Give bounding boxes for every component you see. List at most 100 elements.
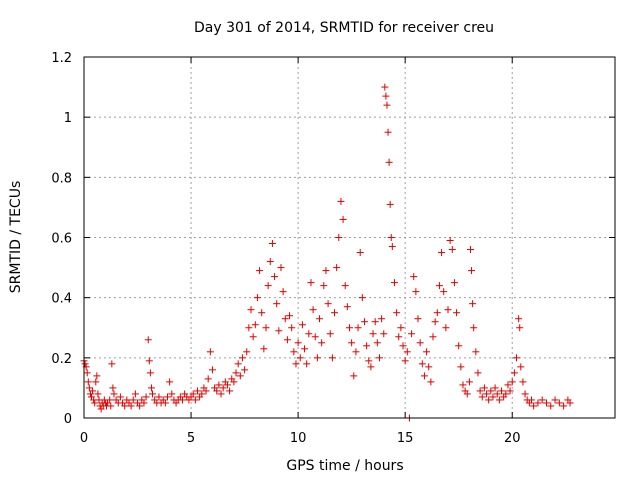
data-point [510, 369, 518, 377]
data-point [373, 339, 381, 347]
data-point [513, 354, 521, 362]
data-point [320, 282, 328, 290]
data-point [339, 215, 347, 223]
data-point [331, 309, 339, 317]
data-point [243, 348, 251, 356]
data-point [296, 354, 304, 362]
data-point [459, 381, 467, 389]
data-point [551, 396, 559, 404]
data-point [198, 390, 206, 398]
data-points [80, 83, 574, 422]
data-point [397, 324, 405, 332]
data-point [387, 234, 395, 241]
plot-frame [83, 56, 616, 419]
data-point [470, 324, 478, 332]
data-point [429, 333, 437, 341]
data-point [83, 369, 91, 377]
data-point [360, 318, 368, 326]
data-point [455, 342, 463, 350]
data-point [450, 279, 458, 287]
data-point [213, 387, 221, 395]
data-point [542, 399, 550, 407]
data-point [262, 324, 270, 332]
data-point [465, 378, 473, 386]
data-point [288, 324, 296, 332]
data-point [234, 360, 242, 368]
data-point [268, 240, 276, 248]
data-point [480, 384, 488, 392]
data-point [375, 354, 383, 362]
data-point [401, 357, 409, 365]
data-point [448, 246, 456, 254]
x-tick-label: 0 [80, 431, 88, 446]
data-point [253, 294, 261, 302]
data-point [168, 390, 176, 398]
data-point [109, 384, 117, 392]
data-point [286, 312, 294, 320]
y-tick-label: 0.6 [51, 232, 72, 247]
data-point [442, 324, 450, 332]
y-axis-title: SRMTID / TECUs [8, 181, 24, 294]
data-point [352, 348, 360, 356]
data-point [142, 393, 150, 401]
chart-title: Day 301 of 2014, SRMTID for receiver cre… [194, 20, 494, 36]
data-point [106, 396, 114, 404]
data-point [493, 390, 501, 398]
data-point [230, 378, 238, 386]
data-point [121, 402, 129, 410]
data-point [271, 273, 279, 281]
data-point [208, 366, 216, 374]
data-point [92, 378, 100, 386]
data-point [367, 363, 375, 371]
data-point [472, 348, 480, 356]
y-tick-label: 1.2 [51, 51, 72, 66]
data-point [275, 327, 283, 335]
data-point [346, 324, 353, 332]
data-point [416, 339, 424, 347]
data-point [149, 390, 157, 398]
data-point [311, 333, 319, 341]
data-point [382, 92, 390, 100]
data-point [444, 306, 452, 314]
data-point [146, 369, 154, 377]
data-point [358, 294, 366, 302]
data-point [108, 360, 116, 368]
data-point [217, 390, 225, 398]
data-point [290, 348, 298, 356]
data-point [414, 315, 422, 323]
data-point [383, 101, 391, 109]
data-point [478, 393, 486, 401]
data-point [385, 158, 393, 166]
data-point [506, 387, 514, 395]
x-tick-label: 15 [397, 431, 414, 446]
data-point [381, 83, 389, 91]
data-point [245, 324, 253, 332]
data-point [341, 282, 349, 290]
data-point [433, 309, 441, 317]
data-point [380, 330, 388, 338]
y-tick-label: 0.4 [51, 292, 72, 307]
data-point [555, 399, 563, 407]
data-point [489, 393, 497, 401]
data-point [386, 200, 394, 208]
data-point [189, 390, 197, 398]
data-point [318, 339, 326, 347]
data-point [504, 381, 512, 389]
data-point [326, 330, 334, 338]
data-point [369, 330, 377, 338]
data-point [337, 197, 345, 205]
data-point [527, 396, 535, 404]
data-point [476, 387, 484, 395]
data-point [264, 282, 272, 290]
data-point [110, 390, 118, 398]
x-axis-title: GPS time / hours [286, 458, 403, 474]
data-point [298, 321, 306, 329]
data-point [266, 258, 274, 266]
data-point [93, 372, 101, 380]
data-point [232, 369, 240, 377]
data-point [516, 324, 524, 332]
data-point [279, 288, 287, 296]
data-point [161, 399, 169, 407]
data-point [403, 348, 411, 356]
y-tick-label: 1 [64, 111, 72, 126]
